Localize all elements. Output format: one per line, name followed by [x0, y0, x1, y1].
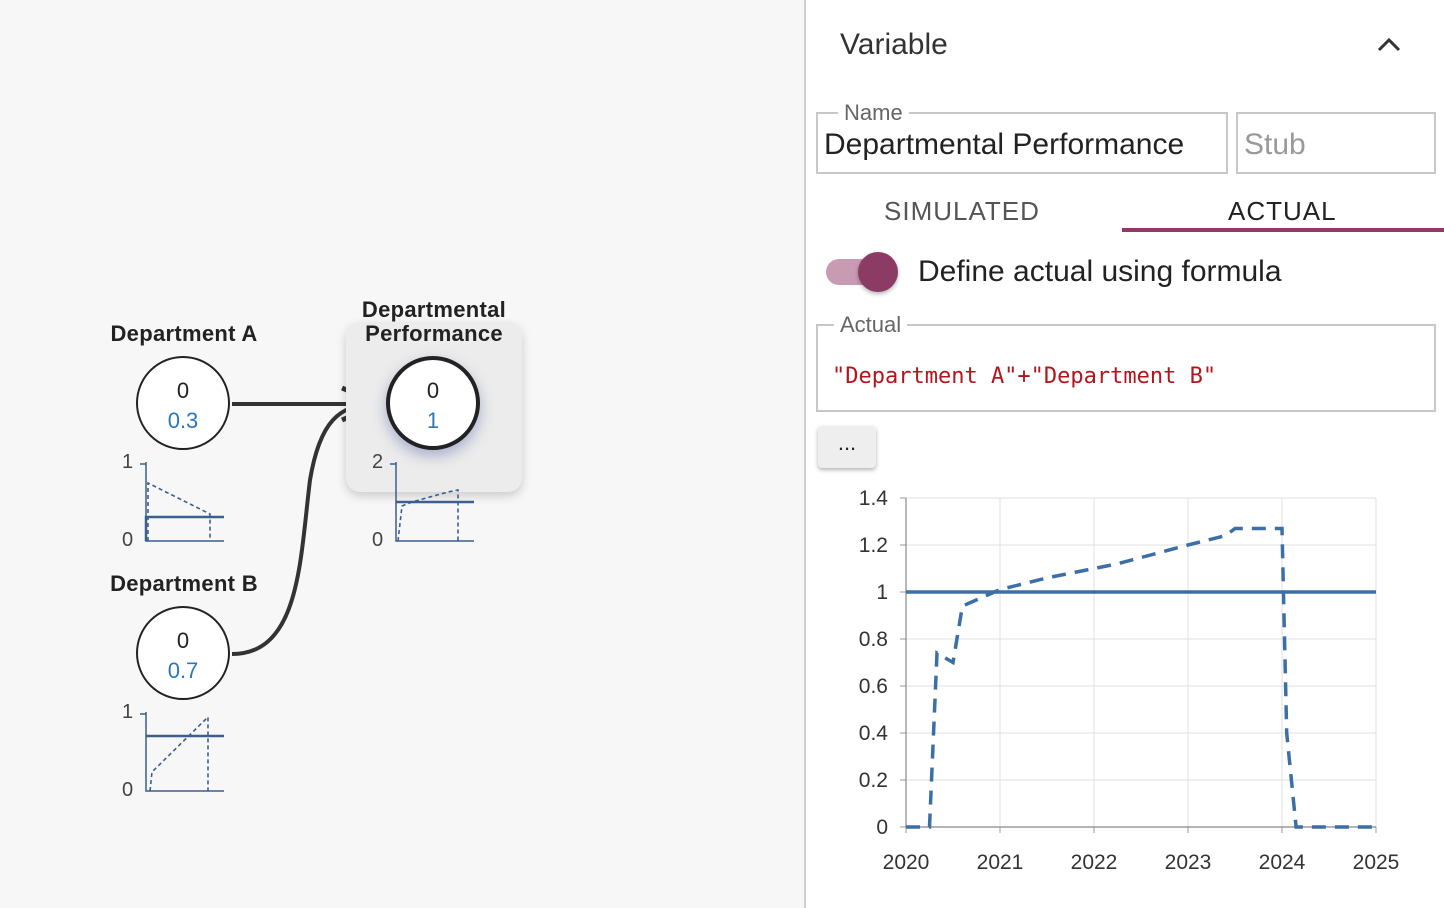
node-value: 0 — [426, 378, 440, 403]
sparkline-perf: 2 0 — [372, 451, 474, 550]
node-actual: 1 — [426, 408, 440, 433]
y-tick-label: 1.4 — [859, 487, 889, 510]
name-value: Departmental Performance — [824, 128, 1185, 161]
y-tick-label: 0.2 — [859, 769, 888, 792]
x-tick-label: 2023 — [1165, 851, 1212, 874]
toggle-label: Define actual using formula — [918, 255, 1282, 288]
x-tick-label: 2021 — [977, 851, 1024, 874]
spark-ymax: 2 — [372, 451, 383, 473]
node-label-line: Performance — [365, 321, 503, 346]
node-dept-b[interactable]: 0 0.7 — [136, 606, 230, 700]
node-actual: 0.7 — [167, 658, 199, 683]
node-value: 0 — [176, 628, 190, 653]
sparkline-dept-b: 1 0 — [122, 701, 224, 800]
sparkline-dept-a: 1 0 — [122, 451, 224, 550]
tab-actual[interactable]: ACTUAL — [1228, 196, 1337, 226]
node-label-perf: Departmental Performance — [344, 298, 524, 346]
node-actual: 0.3 — [167, 408, 199, 433]
y-tick-label: 0.8 — [859, 628, 888, 651]
model-canvas[interactable]: Department A 0 0.3 1 0 Department B 0 0.… — [0, 0, 804, 908]
y-tick-label: 0.6 — [859, 675, 888, 698]
stub-field[interactable]: Stub — [1236, 112, 1436, 174]
more-button[interactable]: ... — [818, 426, 876, 468]
x-tick-label: 2024 — [1259, 851, 1306, 874]
variable-panel: Variable Name Departmental Performance S… — [804, 0, 1444, 908]
node-value: 0 — [176, 378, 190, 403]
x-tick-label: 2022 — [1071, 851, 1118, 874]
connector-dept-b-to-perf[interactable] — [231, 402, 373, 656]
node-dept-a[interactable]: 0 0.3 — [136, 356, 230, 450]
panel-title: Variable — [840, 28, 948, 61]
spark-ymax: 1 — [122, 701, 133, 723]
tab-indicator — [1122, 228, 1444, 232]
actual-chart: 2020 2021 2022 2023 2024 2025 0 0.2 0.4 0.6 0.8 1 1.… — [859, 487, 1400, 874]
name-field[interactable]: Name Departmental Performance — [816, 100, 1228, 174]
spark-ymin: 0 — [122, 529, 133, 550]
formula-text: "Department A"+"Department B" — [832, 364, 1217, 389]
spark-ymin: 0 — [122, 779, 133, 800]
actual-formula-field[interactable]: Actual "Department A"+"Department B" — [816, 312, 1436, 412]
y-tick-label: 0.4 — [859, 722, 889, 745]
node-departmental-performance[interactable]: 0 1 — [386, 356, 480, 450]
y-tick-label: 1.2 — [859, 534, 888, 557]
x-tick-label: 2025 — [1353, 851, 1400, 874]
node-label-line: Departmental — [361, 297, 507, 322]
name-legend: Name — [838, 100, 909, 126]
actual-legend: Actual — [834, 312, 908, 338]
x-tick-label: 2020 — [883, 851, 930, 874]
tab-simulated[interactable]: SIMULATED — [884, 196, 1040, 226]
y-tick-label: 1 — [876, 581, 888, 604]
toggle-thumb[interactable] — [858, 252, 898, 292]
chevron-up-icon[interactable] — [1374, 30, 1404, 60]
node-label-dept-b: Department B — [110, 571, 258, 596]
spark-ymin: 0 — [372, 529, 383, 550]
series-line-dashed — [906, 526, 1376, 829]
spark-ymax: 1 — [122, 451, 133, 473]
node-label-dept-a: Department A — [110, 321, 258, 346]
stub-placeholder: Stub — [1244, 128, 1306, 161]
y-tick-label: 0 — [876, 816, 888, 839]
